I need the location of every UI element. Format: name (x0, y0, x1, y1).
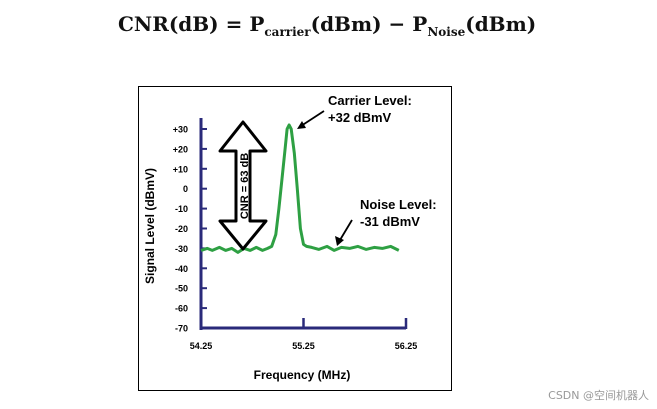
chart-frame (138, 86, 452, 391)
carrier-level-line1: Carrier Level: (328, 93, 412, 108)
y-tick-label: -20 (175, 224, 188, 234)
cnr-formula: CNR(dB) = Pcarrier(dBm) − PNoise(dBm) (118, 12, 536, 52)
carrier-level-label: Carrier Level: +32 dBmV (328, 93, 415, 125)
noise-level-label: Noise Level: -31 dBmV (360, 197, 440, 229)
y-tick-label: -70 (175, 324, 188, 334)
y-tick-label: -10 (175, 204, 188, 214)
noise-level-line2: -31 dBmV (360, 214, 420, 229)
noise-level-line1: Noise Level: (360, 197, 437, 212)
y-tick-label: +20 (173, 144, 188, 154)
carrier-level-line2: +32 dBmV (328, 110, 392, 125)
y-axis-label: Signal Level (dBmV) (143, 168, 157, 284)
carrier-pointer-arrow (300, 110, 325, 127)
y-tick-label: +30 (173, 125, 188, 135)
formula-sub-carrier: carrier (264, 25, 311, 39)
formula-lhs: CNR(dB) = P (118, 12, 265, 36)
x-tick-label: 54.25 (190, 341, 213, 351)
y-tick-label: -30 (175, 244, 188, 254)
noise-pointer-head (335, 236, 344, 246)
x-tick-label: 56.25 (395, 341, 418, 351)
formula-sub-noise: Noise (427, 25, 466, 39)
formula-rhs: (dBm) (465, 12, 537, 36)
formula-mid: (dBm) − P (310, 12, 428, 36)
watermark: CSDN @空间机器人 (548, 389, 649, 402)
cnr-label: CNR = 63 dB (239, 153, 251, 219)
y-ticks: +30 +20 +10 0 -10 -20 -30 -40 -50 -60 -70 (173, 125, 207, 334)
x-axis-label: Frequency (MHz) (254, 368, 351, 382)
signal-trace (200, 123, 400, 254)
y-tick-label: 0 (183, 184, 188, 194)
noise-pointer-arrow (339, 219, 353, 241)
y-tick-label: -50 (175, 284, 188, 294)
y-tick-label: -60 (175, 304, 188, 314)
x-tick-label: 55.25 (292, 341, 315, 351)
spectrum-chart: +30 +20 +10 0 -10 -20 -30 -40 -50 -60 -70 54.25 55.… (143, 93, 440, 382)
x-ticks: 54.25 55.25 56.25 (190, 318, 418, 351)
y-tick-label: +10 (173, 164, 188, 174)
y-tick-label: -40 (175, 264, 188, 274)
carrier-pointer-head (297, 121, 306, 129)
cnr-double-arrow (218, 120, 268, 251)
